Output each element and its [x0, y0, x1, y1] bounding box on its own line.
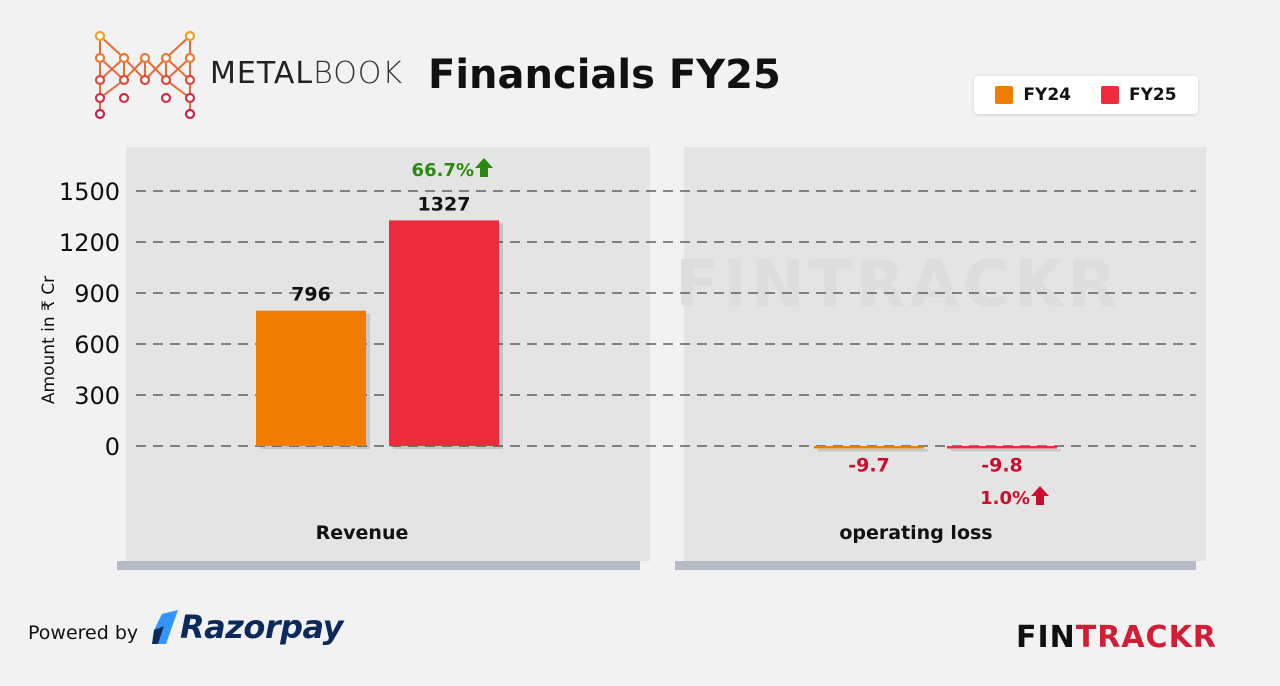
fintrackr-logo: FINTRACKR	[1016, 620, 1217, 655]
powered-by-label: Powered by	[28, 622, 139, 644]
bar-fy25	[389, 220, 499, 446]
bar-shadow	[818, 449, 928, 452]
growth-annotation: 66.7%	[412, 160, 474, 181]
chart-legend: FY24 FY25	[974, 76, 1198, 114]
up-arrow-icon	[475, 158, 493, 177]
bar-fy25	[947, 446, 1057, 449]
bar-fy24	[256, 310, 366, 446]
page-title: Financials FY25	[428, 52, 781, 98]
y-tick-label: 900	[74, 280, 120, 308]
chart-panel-base	[675, 561, 1196, 570]
bar-value-label: 796	[291, 284, 331, 306]
fintrackr-part-2: TRACKR	[1075, 620, 1217, 655]
legend-swatch-fy24	[995, 86, 1014, 104]
y-tick-label: 1500	[59, 178, 120, 206]
bar-value-label: 1327	[418, 193, 471, 215]
bar-value-label: -9.8	[981, 455, 1023, 477]
brand-name: METALBOOK	[210, 56, 403, 91]
razorpay-mark-icon	[152, 610, 178, 644]
x-category-label: Revenue	[316, 522, 409, 544]
legend-item-fy24: FY24	[995, 85, 1071, 105]
growth-annotation: 1.0%	[980, 488, 1030, 509]
legend-swatch-fy25	[1101, 86, 1119, 104]
x-category-label: operating loss	[839, 522, 992, 544]
bar-fy24	[814, 446, 924, 449]
fintrackr-part-1: FIN	[1016, 620, 1076, 655]
bar-shadow	[951, 449, 1061, 452]
y-axis-label: Amount in ₹ Cr	[39, 276, 59, 404]
brand-part-2: BOOK	[313, 56, 404, 91]
y-tick-label: 600	[74, 331, 120, 359]
y-tick-label: 300	[74, 382, 120, 410]
bar-value-label: -9.7	[848, 455, 890, 477]
y-tick-label: 1200	[59, 229, 120, 257]
legend-label-fy24: FY24	[1023, 85, 1071, 105]
brand-part-1: METAL	[210, 56, 314, 91]
y-tick-label: 0	[105, 433, 120, 461]
watermark-text: FINTRACKR	[675, 248, 1120, 322]
chart-panel	[126, 147, 650, 561]
metalbook-logo-icon	[94, 30, 196, 120]
legend-label-fy25: FY25	[1129, 85, 1177, 105]
legend-item-fy25: FY25	[1101, 85, 1177, 105]
chart-panel	[684, 147, 1206, 561]
up-arrow-icon	[1031, 486, 1049, 505]
razorpay-logo: Razorpay	[152, 608, 344, 646]
razorpay-text: Razorpay	[180, 608, 344, 646]
chart-panel-base	[117, 561, 640, 570]
